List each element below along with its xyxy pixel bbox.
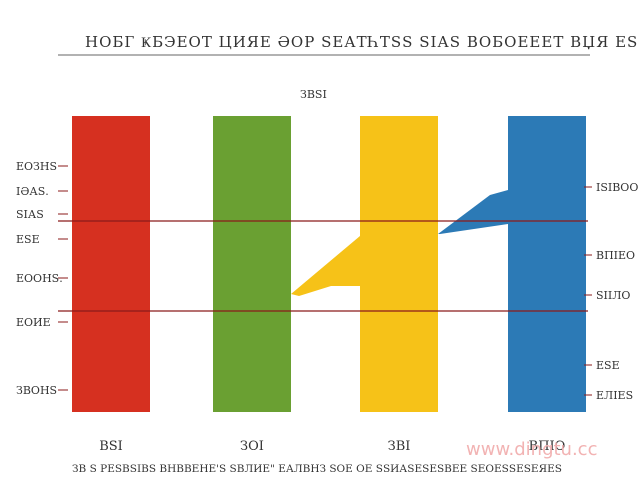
bars-group <box>72 116 586 412</box>
left-label-5: ЕООНЅ. <box>16 272 63 285</box>
right-label-2: ВПІЕО <box>596 249 635 262</box>
left-label-6: ЕОИЕ <box>16 316 51 329</box>
category-label-2: ЗОІ <box>240 439 264 454</box>
connectors-group <box>291 190 508 296</box>
chart-subtitle: ЗВЅІ <box>300 88 327 101</box>
watermark: www.dingtu.cc <box>466 439 597 460</box>
right-label-1: ІЅІВОО <box>596 181 638 194</box>
reference-lines <box>58 220 588 312</box>
bar-2 <box>213 116 291 412</box>
left-label-1: ЕОЗНЅ <box>16 160 57 173</box>
left-label-4: ЕЅЕ <box>16 233 40 246</box>
chart-title: НОБГ ҜБЭЕОТ ЦИЯЕ ӘОР ЅЕАТҺТЅЅ ЅІАЅ ВОБОЕ… <box>85 33 640 51</box>
left-label-2: ІӘАЅ. <box>16 185 49 198</box>
category-label-4: ВПІО <box>529 439 566 454</box>
bar-3 <box>360 116 438 412</box>
category-labels: ВЅІ ЗОІ ЗВІ ВПІО <box>99 439 565 454</box>
right-label-4: ЕЅЕ <box>596 359 620 372</box>
footer-text: ЗВ Ѕ РЕЅВЅІВЅ ВНВВЕНЕ'Ѕ ЅВЛИЕ" ЕАЛВНЗ ЅО… <box>72 463 562 475</box>
category-label-3: ЗВІ <box>388 439 411 454</box>
left-label-7: ЗВОНЅ <box>16 384 57 397</box>
connector-blue <box>438 190 508 234</box>
bar-1 <box>72 116 150 412</box>
right-label-3: ЅІІЛО <box>596 289 630 302</box>
connector-yellow <box>291 236 360 296</box>
right-axis-labels: ІЅІВОО ВПІЕО ЅІІЛО ЕЅЕ ЕЛІЕЅ <box>584 181 638 402</box>
left-label-3: ЅІАЅ <box>16 208 44 221</box>
bar-4 <box>508 116 586 412</box>
right-label-5: ЕЛІЕЅ <box>596 389 633 402</box>
left-axis-labels: ЕОЗНЅ ІӘАЅ. ЅІАЅ ЕЅЕ ЕООНЅ. ЕОИЕ ЗВОНЅ <box>16 160 68 397</box>
category-label-1: ВЅІ <box>99 439 123 454</box>
